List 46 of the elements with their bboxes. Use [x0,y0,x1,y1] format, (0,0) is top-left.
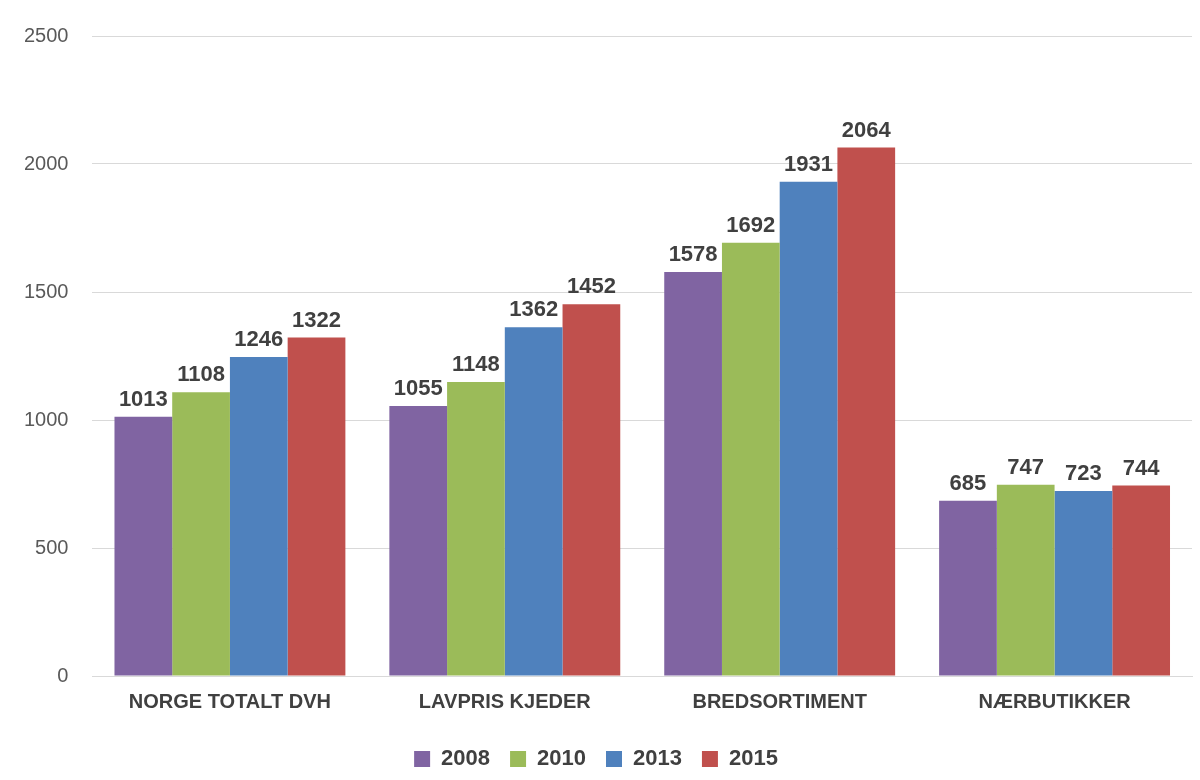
data-label: 744 [1122,454,1161,480]
legend-label: 2010 [537,745,587,771]
data-label: 1692 [726,211,776,237]
data-label: 1108 [177,361,225,387]
bar [779,181,838,676]
x-tick-label: NORGE TOTALT DVH [128,689,332,712]
bar [504,327,563,676]
data-label: 723 [1065,459,1102,485]
data-label: 2064 [841,116,892,142]
bar [172,392,230,676]
bar [939,500,997,676]
data-label: 1013 [118,385,168,411]
data-label: 747 [1007,453,1045,479]
bar [837,147,896,676]
legend-label: 2015 [728,745,778,771]
y-tick-label: 2500 [23,23,69,46]
data-label: 1362 [509,296,559,322]
y-tick-label: 2000 [23,151,69,174]
bar [1054,490,1113,676]
legend-label: 2008 [441,745,491,771]
bar [562,304,621,676]
bar [114,416,173,676]
data-label: 1246 [234,326,284,352]
y-tick-label: 500 [35,535,69,558]
bar [664,272,722,676]
bar [389,405,448,676]
y-tick-label: 1000 [23,407,69,430]
bar [1112,485,1171,676]
data-label: 685 [949,469,987,495]
x-tick-label: BREDSORTIMENT [692,689,867,712]
bar [721,242,780,676]
y-tick-label: 1500 [23,279,69,302]
data-label: 1055 [393,374,443,400]
data-label: 1452 [566,273,616,299]
x-tick-label: LAVPRIS KJEDER [418,689,592,712]
legend-label: 2013 [633,745,682,771]
data-label: 1578 [668,241,718,267]
x-tick-label: NÆRBUTIKKER [978,689,1132,712]
bar [287,337,346,676]
data-label: 1322 [292,306,341,332]
bar [447,382,505,676]
y-tick-label: 0 [57,663,69,686]
data-label: 1931 [784,150,834,176]
bar [996,484,1055,676]
data-label: 1148 [452,351,500,377]
bar [229,357,288,676]
